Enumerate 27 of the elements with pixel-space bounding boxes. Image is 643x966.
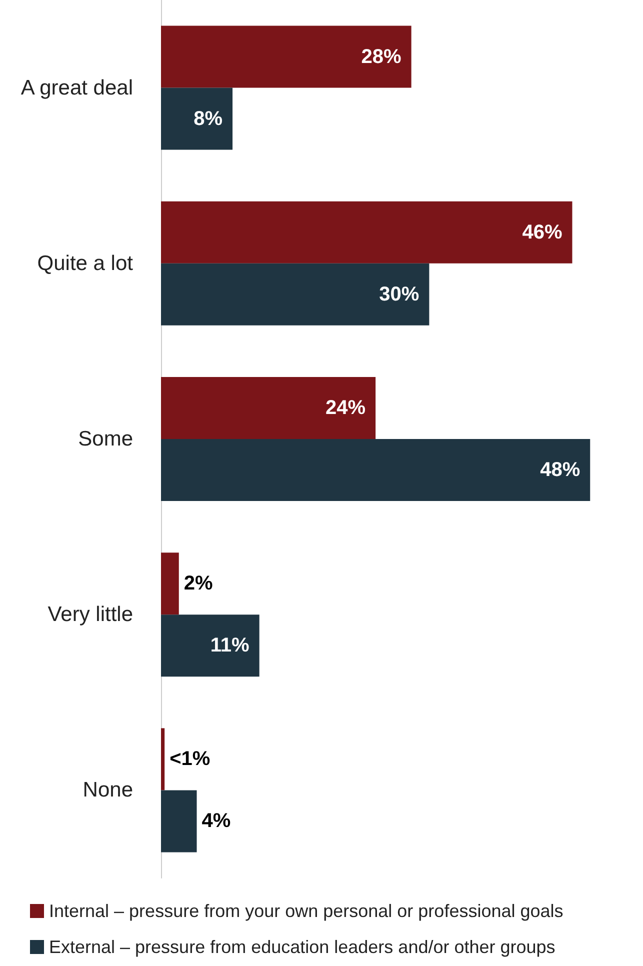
y-tick-label: None [82,778,133,802]
bar [161,728,165,790]
y-tick-label: Very little [48,603,133,626]
data-label: 46% [522,221,562,244]
data-label: 8% [194,108,223,130]
bar [161,377,376,439]
y-tick-label: Quite a lot [37,252,134,275]
data-label: 30% [379,283,420,306]
data-label: <1% [170,748,210,770]
legend-label: External – pressure from education leaders and/or other groups [49,937,556,957]
data-label: 2% [184,572,214,595]
data-label: 24% [326,397,366,419]
data-label: 28% [361,46,402,68]
y-tick-label: Some [78,428,133,450]
bar [161,26,412,88]
bar [161,790,197,852]
bar [161,201,572,264]
data-label: 4% [202,810,231,832]
bar [161,88,233,150]
bar [161,263,430,326]
bar [161,614,260,677]
y-tick-label: A great deal [20,76,133,100]
data-label: 11% [210,634,250,657]
legend-label: Internal – pressure from your own personal or professional goals [49,901,564,921]
data-label: 48% [540,459,580,481]
bar [161,439,590,501]
bar [161,552,179,615]
